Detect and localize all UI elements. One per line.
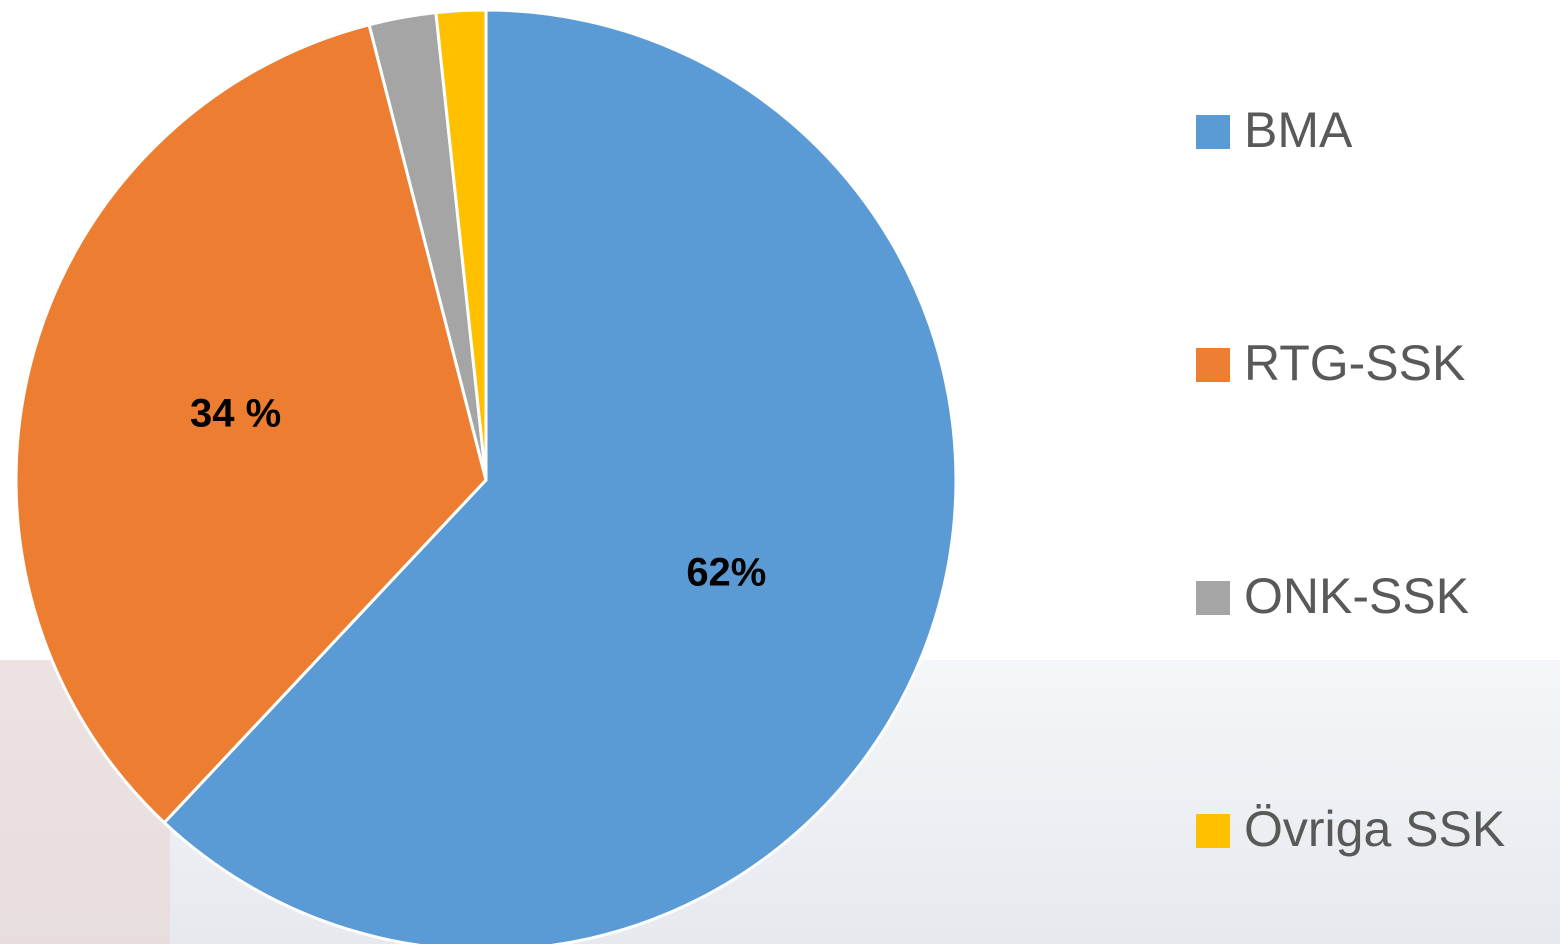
legend-swatch	[1196, 814, 1230, 848]
legend-label: ONK-SSK	[1244, 568, 1469, 624]
legend-label: BMA	[1244, 102, 1353, 158]
legend-swatch	[1196, 581, 1230, 615]
legend-label: Övriga SSK	[1244, 801, 1505, 857]
legend: BMA RTG-SSK ONK-SSK Övriga SSK	[1196, 102, 1505, 857]
pie-slice	[14, 22, 488, 825]
pie: 62% 34 %	[14, 8, 958, 944]
legend-label: RTG-SSK	[1244, 335, 1465, 391]
pie-slice	[162, 8, 958, 944]
pie-slice	[434, 8, 488, 481]
legend-swatch	[1196, 348, 1230, 382]
legend-swatch	[1196, 115, 1230, 149]
data-label: 62%	[686, 551, 766, 595]
data-label: 34 %	[190, 391, 281, 435]
